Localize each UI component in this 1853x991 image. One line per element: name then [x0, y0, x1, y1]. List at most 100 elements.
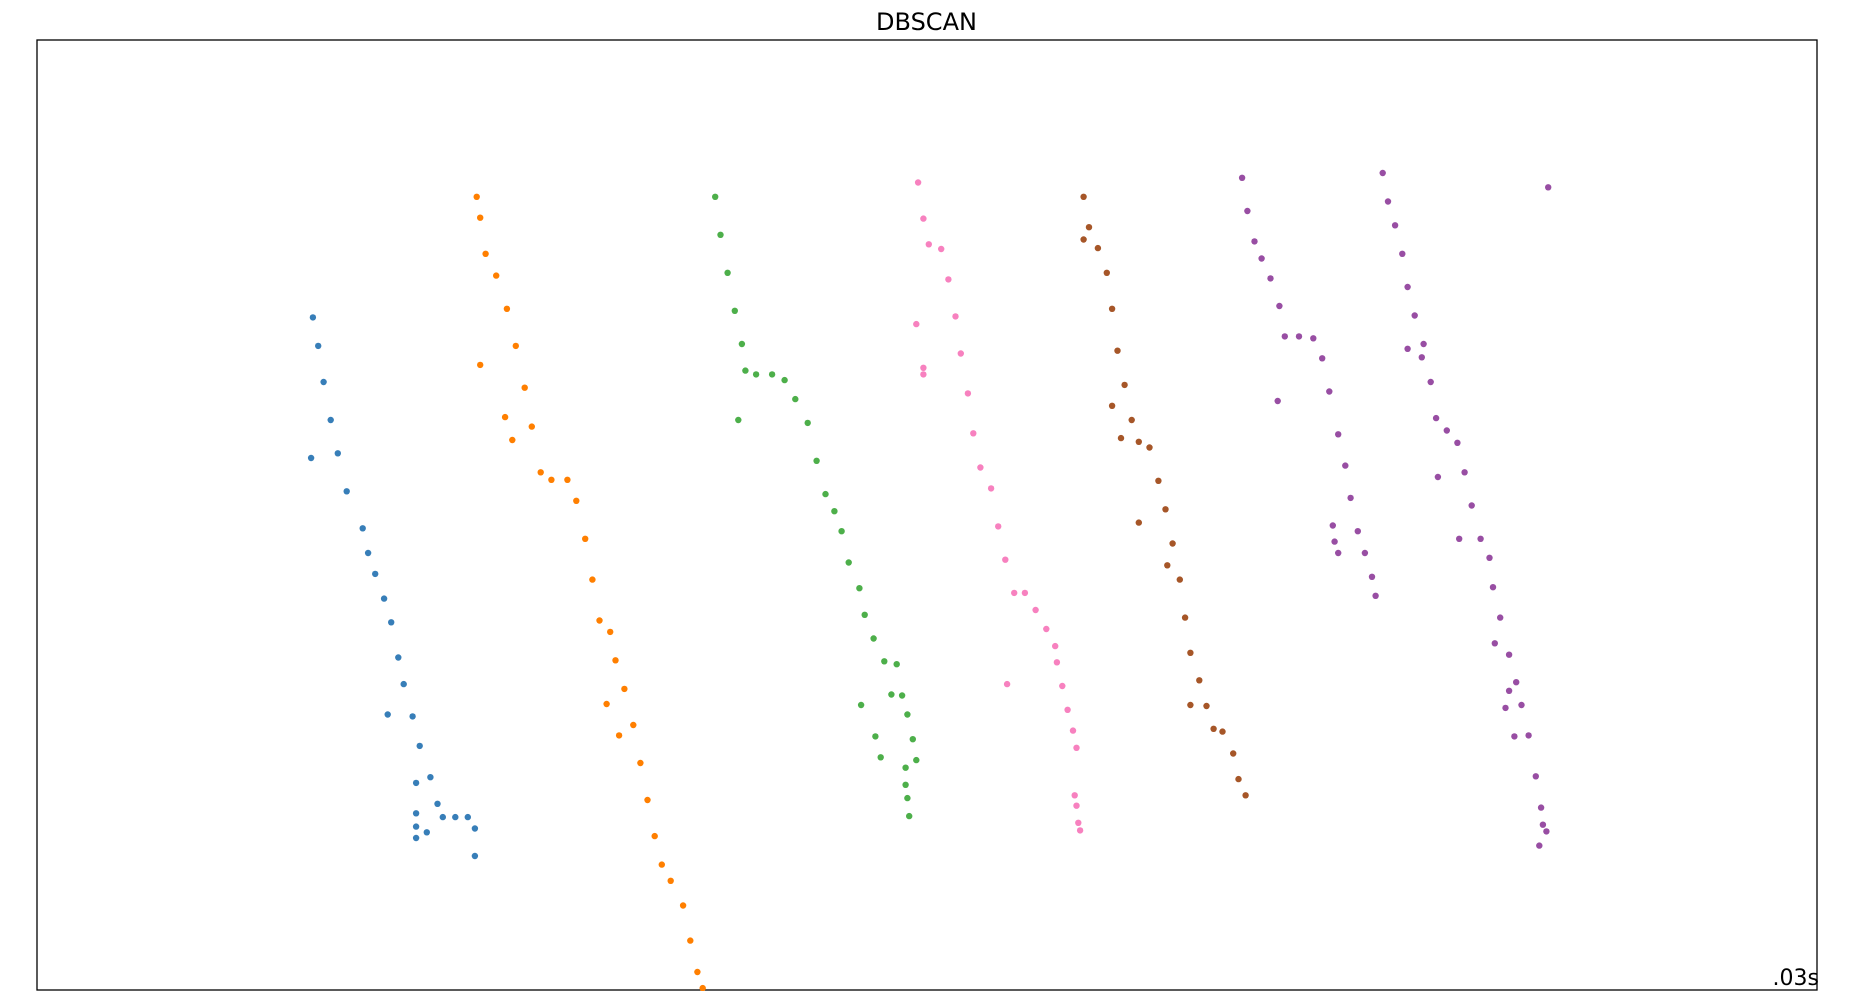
data-point [1073, 802, 1080, 809]
data-point [509, 436, 516, 444]
data-point [1251, 238, 1258, 245]
data-point [1059, 682, 1066, 690]
data-point [1176, 576, 1184, 583]
data-point [1418, 354, 1426, 361]
data-point [1181, 614, 1189, 621]
data-point [548, 476, 555, 483]
data-point [380, 595, 388, 602]
data-point [731, 307, 738, 314]
data-point [1391, 222, 1399, 229]
data-point [1238, 174, 1246, 181]
data-point [995, 523, 1002, 530]
data-point [804, 419, 811, 427]
data-point [1326, 388, 1333, 395]
data-point [1411, 312, 1418, 319]
data-point [1032, 606, 1039, 614]
data-point [738, 340, 746, 348]
data-point [1329, 522, 1337, 529]
data-point [1053, 659, 1061, 666]
data-point [952, 313, 959, 320]
data-point [1076, 827, 1084, 834]
data-point [603, 700, 610, 708]
data-point [359, 525, 366, 532]
data-point [938, 245, 945, 253]
data-point [464, 813, 471, 821]
data-point [412, 834, 420, 842]
data-point [945, 276, 952, 283]
data-point [658, 861, 665, 868]
data-point [1080, 193, 1087, 200]
data-point [904, 794, 911, 802]
data-point [1069, 727, 1077, 734]
data-point [872, 733, 879, 740]
data-point [699, 984, 706, 991]
data-point [537, 469, 544, 476]
data-point [987, 485, 995, 492]
data-point [1235, 775, 1242, 783]
data-point [857, 701, 865, 709]
data-point [395, 654, 402, 661]
data-point [477, 361, 484, 369]
data-point [452, 813, 459, 821]
data-point [644, 796, 651, 804]
data-point [320, 378, 327, 386]
cluster-6 [1238, 174, 1379, 599]
cluster-3 [712, 193, 920, 820]
data-point [667, 877, 674, 884]
data-point [630, 721, 637, 729]
data-point [427, 774, 434, 781]
data-point [471, 852, 479, 860]
data-point [893, 661, 900, 668]
data-point [1518, 701, 1525, 709]
chart-title: DBSCAN [876, 8, 977, 36]
data-point [1155, 477, 1162, 484]
data-point [1267, 275, 1274, 282]
data-point [1043, 625, 1050, 633]
data-point [503, 305, 511, 312]
data-point [334, 450, 341, 457]
data-point [343, 488, 350, 495]
data-point [914, 179, 922, 186]
data-point [327, 416, 334, 424]
data-point [309, 314, 317, 321]
cluster-4 [913, 179, 1084, 834]
data-point [528, 423, 535, 430]
data-point [434, 800, 441, 807]
data-point [861, 611, 868, 618]
data-point [694, 968, 701, 976]
data-point [1539, 821, 1547, 828]
data-point [315, 342, 322, 350]
data-point [473, 193, 480, 200]
data-point [412, 823, 420, 830]
cluster-2 [473, 193, 706, 991]
data-point [1461, 469, 1468, 476]
data-point [1128, 416, 1135, 424]
data-point [898, 692, 906, 699]
data-point [471, 825, 479, 832]
data-point [501, 413, 509, 421]
cluster-1 [307, 314, 479, 860]
data-point [957, 350, 964, 357]
data-point [1347, 494, 1354, 502]
data-point [1003, 680, 1011, 688]
data-point [621, 685, 628, 693]
data-point [1276, 302, 1283, 310]
data-point [409, 713, 416, 720]
data-point [1404, 345, 1411, 352]
data-point [384, 711, 391, 718]
data-point [1505, 651, 1513, 658]
data-point [1108, 402, 1116, 409]
data-point [1486, 554, 1493, 561]
data-point [881, 658, 888, 665]
data-points-layer [307, 169, 1552, 991]
data-point [1071, 792, 1078, 799]
data-point [1354, 528, 1362, 535]
data-point [735, 416, 742, 424]
data-point [877, 754, 884, 761]
data-point [1536, 842, 1543, 849]
data-point [1335, 431, 1342, 438]
data-point [1310, 335, 1317, 342]
data-point [742, 367, 749, 374]
data-point [822, 490, 829, 498]
data-point [573, 497, 580, 504]
